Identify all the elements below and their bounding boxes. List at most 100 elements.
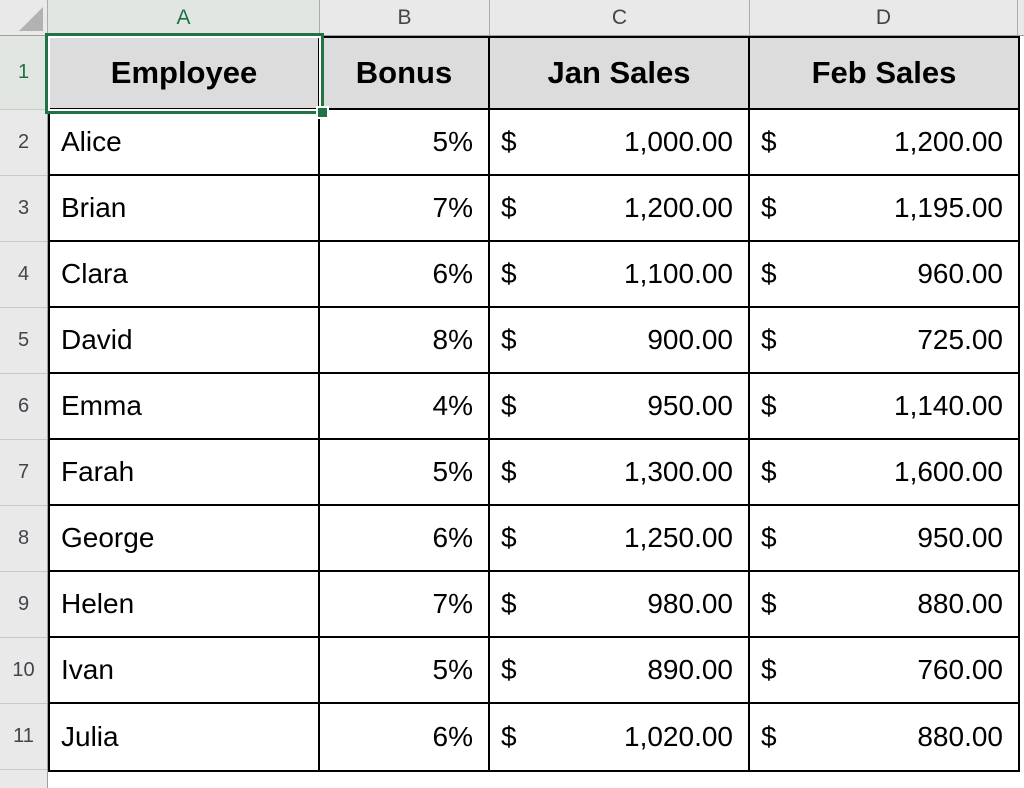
column-header-D[interactable]: D [750,0,1018,35]
cell-D3[interactable]: $1,195.00 [750,176,1018,242]
cell-D7[interactable]: $1,600.00 [750,440,1018,506]
cell-B3[interactable]: 7% [320,176,490,242]
currency-symbol: $ [761,456,777,487]
currency-symbol: $ [761,721,777,752]
amount-value: 880.00 [917,588,1003,619]
cell-A6[interactable]: Emma [50,374,320,440]
column-header-A[interactable]: A [48,0,320,35]
cell-A5[interactable]: David [50,308,320,374]
cell-D1[interactable]: Feb Sales [750,38,1018,110]
cell-C8[interactable]: $1,250.00 [490,506,750,572]
cell-B4[interactable]: 6% [320,242,490,308]
cell-B7[interactable]: 5% [320,440,490,506]
cell-C4[interactable]: $1,100.00 [490,242,750,308]
currency-symbol: $ [501,522,517,553]
currency-symbol: $ [501,192,517,223]
row-header-11[interactable]: 11 [0,704,47,770]
amount-value: 1,000.00 [624,126,733,157]
cell-D6[interactable]: $1,140.00 [750,374,1018,440]
currency-symbol: $ [761,522,777,553]
cell-A4[interactable]: Clara [50,242,320,308]
amount-value: 890.00 [647,654,733,685]
row-header-4[interactable]: 4 [0,242,47,308]
column-header-B[interactable]: B [320,0,490,35]
cell-B8[interactable]: 6% [320,506,490,572]
currency-symbol: $ [761,258,777,289]
amount-value: 1,600.00 [894,456,1003,487]
cell-C1[interactable]: Jan Sales [490,38,750,110]
cell-C3[interactable]: $1,200.00 [490,176,750,242]
currency-symbol: $ [501,721,517,752]
amount-value: 950.00 [647,390,733,421]
cell-B10[interactable]: 5% [320,638,490,704]
cell-C10[interactable]: $890.00 [490,638,750,704]
amount-value: 1,250.00 [624,522,733,553]
currency-symbol: $ [761,192,777,223]
amount-value: 1,020.00 [624,721,733,752]
cell-D4[interactable]: $960.00 [750,242,1018,308]
currency-symbol: $ [761,654,777,685]
cell-D5[interactable]: $725.00 [750,308,1018,374]
currency-symbol: $ [501,456,517,487]
amount-value: 960.00 [917,258,1003,289]
cell-B2[interactable]: 5% [320,110,490,176]
cell-D9[interactable]: $880.00 [750,572,1018,638]
currency-symbol: $ [761,324,777,355]
currency-symbol: $ [501,324,517,355]
row-header-strip: 1 2 3 4 5 6 7 8 9 10 11 [0,36,48,788]
currency-symbol: $ [761,126,777,157]
cell-D2[interactable]: $1,200.00 [750,110,1018,176]
cell-A1[interactable]: Employee [50,38,320,110]
cell-A9[interactable]: Helen [50,572,320,638]
amount-value: 1,140.00 [894,390,1003,421]
amount-value: 760.00 [917,654,1003,685]
cell-B11[interactable]: 6% [320,704,490,770]
currency-symbol: $ [501,126,517,157]
amount-value: 1,300.00 [624,456,733,487]
cell-C2[interactable]: $1,000.00 [490,110,750,176]
cell-A11[interactable]: Julia [50,704,320,770]
cell-C6[interactable]: $950.00 [490,374,750,440]
amount-value: 1,100.00 [624,258,733,289]
cell-D11[interactable]: $880.00 [750,704,1018,770]
select-all-button[interactable] [0,0,48,35]
amount-value: 880.00 [917,721,1003,752]
cell-C5[interactable]: $900.00 [490,308,750,374]
cell-A2[interactable]: Alice [50,110,320,176]
row-header-8[interactable]: 8 [0,506,47,572]
row-header-6[interactable]: 6 [0,374,47,440]
cell-C9[interactable]: $980.00 [490,572,750,638]
currency-symbol: $ [501,390,517,421]
row-header-2[interactable]: 2 [0,110,47,176]
cell-A7[interactable]: Farah [50,440,320,506]
cell-D8[interactable]: $950.00 [750,506,1018,572]
currency-symbol: $ [761,390,777,421]
currency-symbol: $ [501,588,517,619]
currency-symbol: $ [761,588,777,619]
amount-value: 725.00 [917,324,1003,355]
row-header-3[interactable]: 3 [0,176,47,242]
cell-C7[interactable]: $1,300.00 [490,440,750,506]
cell-A3[interactable]: Brian [50,176,320,242]
select-all-triangle-icon [19,7,43,31]
cell-D10[interactable]: $760.00 [750,638,1018,704]
row-header-10[interactable]: 10 [0,638,47,704]
cells-grid: Employee Bonus Jan Sales Feb Sales Alice 5% $1… [48,36,1020,772]
cell-B6[interactable]: 4% [320,374,490,440]
cell-C11[interactable]: $1,020.00 [490,704,750,770]
row-header-9[interactable]: 9 [0,572,47,638]
cell-B1[interactable]: Bonus [320,38,490,110]
cell-B5[interactable]: 8% [320,308,490,374]
cell-A10[interactable]: Ivan [50,638,320,704]
row-header-7[interactable]: 7 [0,440,47,506]
currency-symbol: $ [501,654,517,685]
amount-value: 1,200.00 [624,192,733,223]
column-header-C[interactable]: C [490,0,750,35]
cell-B9[interactable]: 7% [320,572,490,638]
amount-value: 980.00 [647,588,733,619]
cell-A8[interactable]: George [50,506,320,572]
row-header-1[interactable]: 1 [0,36,47,110]
row-header-5[interactable]: 5 [0,308,47,374]
